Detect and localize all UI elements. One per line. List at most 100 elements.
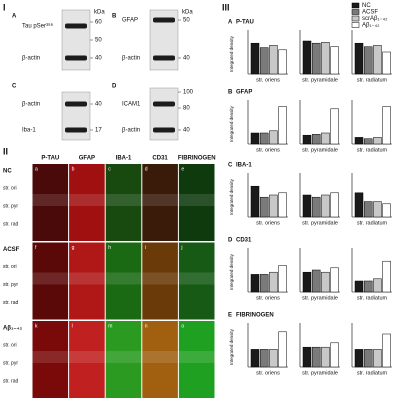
bar	[302, 40, 312, 75]
bar	[321, 271, 330, 293]
bar	[382, 51, 391, 75]
panel-letter: l	[72, 323, 73, 329]
x-axis-label: str. radiatum	[357, 370, 388, 376]
blot-band	[65, 55, 87, 61]
bar	[373, 45, 382, 75]
bar	[330, 342, 339, 368]
bar	[311, 42, 321, 75]
bar	[354, 192, 364, 218]
legend-label: scrAβ₁₋₄₂	[362, 16, 388, 22]
micrograph-band	[178, 272, 215, 285]
chart-title: IBA-1	[236, 163, 252, 169]
kda-unit: kDa	[182, 10, 193, 16]
chart-letter: E	[228, 313, 232, 319]
legend-label: NC	[362, 3, 371, 9]
y-axis-label: Integrated density	[229, 178, 234, 215]
micrograph-band	[105, 351, 142, 363]
chart-title: GFAP	[236, 90, 252, 96]
protein-label: Iba-1	[22, 128, 36, 134]
kda-label: 17	[95, 128, 102, 134]
bar	[269, 130, 278, 145]
row-label: Aβ₁₋₄₂	[3, 326, 23, 332]
x-axis-label: str. pyramidale	[302, 77, 338, 83]
micrograph-band	[32, 272, 69, 285]
bar	[250, 185, 260, 218]
blot-image	[61, 91, 91, 141]
micrograph-band	[32, 194, 69, 206]
x-axis-label: str. radiatum	[357, 147, 388, 153]
protein-label: β-actin	[122, 128, 140, 134]
micrograph-band	[69, 351, 105, 363]
bar	[363, 349, 373, 368]
bar	[250, 42, 260, 75]
micrograph	[178, 321, 215, 398]
bar	[382, 260, 391, 293]
kda-label: 40	[95, 56, 102, 62]
micrograph	[142, 321, 178, 398]
chart-title: P-TAU	[236, 20, 254, 26]
section-label: II	[3, 146, 8, 156]
kda-label: 100	[183, 90, 194, 96]
panel-letter: h	[108, 245, 111, 251]
x-axis-label: str. radiatum	[357, 77, 388, 83]
column-header: CD31	[152, 156, 168, 162]
protein-label: Tau pSer³⁹⁶	[22, 23, 54, 30]
bar	[259, 349, 269, 368]
y-axis-label: Integrated density	[229, 253, 234, 290]
x-axis-label: str. radiatum	[357, 220, 388, 226]
column-header: P-TAU	[41, 156, 59, 162]
bar	[278, 265, 287, 293]
bar	[311, 269, 321, 293]
micrograph-band	[105, 194, 142, 206]
legend-swatch	[351, 2, 360, 9]
chart-letter: A	[228, 20, 233, 26]
bar	[259, 132, 269, 145]
chart-letter: C	[228, 163, 233, 169]
micrograph	[69, 242, 105, 320]
micrograph-band	[142, 272, 178, 285]
chart-title: FIBRINOGEN	[236, 313, 274, 319]
bar	[354, 42, 364, 75]
kda-label: 50	[183, 18, 190, 24]
protein-label: GFAP	[122, 18, 138, 24]
section-label: I	[3, 2, 6, 12]
bar	[311, 196, 321, 218]
micrograph-band	[69, 194, 105, 206]
micrograph	[69, 164, 105, 241]
bar	[250, 349, 260, 368]
bar	[373, 137, 382, 145]
bar	[278, 49, 287, 75]
bar	[330, 192, 339, 218]
column-header: IBA-1	[116, 156, 132, 162]
legend-swatch	[351, 22, 360, 28]
panel-letter: A	[12, 14, 17, 20]
bar	[278, 331, 287, 368]
region-label: str. rad	[3, 221, 19, 227]
chart-title: CD31	[236, 238, 252, 244]
kda-label: 80	[183, 106, 190, 112]
region-label: str. pyr	[3, 282, 18, 288]
column-header: FIBRINOGEN	[178, 156, 216, 162]
kda-label: 40	[95, 102, 102, 108]
bar	[302, 346, 312, 368]
x-axis-label: str. oriens	[256, 77, 280, 83]
x-axis-label: str. pyramidale	[302, 220, 338, 226]
legend-label: Aβ₁₋₄₂	[362, 23, 380, 29]
bar	[259, 274, 269, 293]
micrograph-band	[32, 351, 69, 363]
bar	[373, 201, 382, 218]
x-axis-label: str. oriens	[256, 295, 280, 301]
bar	[363, 201, 373, 218]
kda-label: 40	[183, 128, 190, 134]
bar	[302, 194, 312, 218]
blot-band	[153, 17, 175, 23]
panel-letter: c	[108, 166, 111, 172]
protein-label: β-actin	[22, 56, 40, 62]
bar	[354, 137, 364, 145]
x-axis-label: str. oriens	[256, 147, 280, 153]
micrograph	[32, 164, 69, 241]
bar	[311, 346, 321, 368]
panel-letter: d	[145, 166, 148, 172]
micrograph-band	[178, 351, 215, 363]
